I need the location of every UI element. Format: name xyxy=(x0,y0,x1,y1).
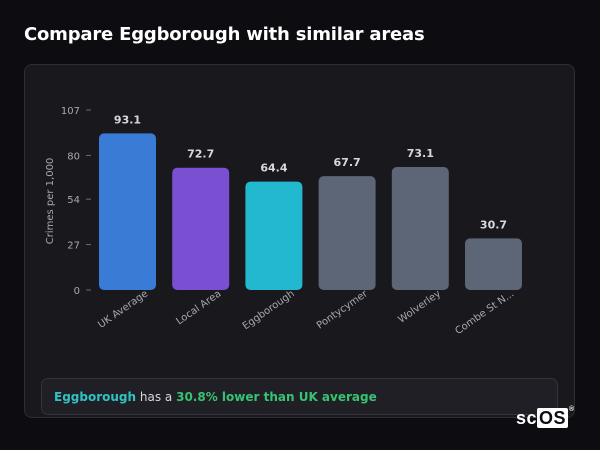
bar[interactable] xyxy=(318,176,376,290)
bar[interactable] xyxy=(172,167,230,290)
bar[interactable] xyxy=(391,167,449,290)
scos-logo: sc OS ® xyxy=(516,406,575,429)
x-tick-label: Combe St N... xyxy=(453,288,516,337)
value-labels: 93.1 72.7 64.4 67.7 73.1 30.7 xyxy=(114,113,507,231)
y-axis-label: Crimes per 1,000 xyxy=(45,158,56,245)
bar[interactable] xyxy=(99,133,156,290)
callout-text: has a xyxy=(139,390,173,404)
x-tick-label: UK Average xyxy=(96,288,150,330)
bar-value-label: 64.4 xyxy=(260,162,287,175)
x-tick-label: Local Area xyxy=(174,288,223,327)
bars xyxy=(99,133,522,290)
y-tick-label: 107 xyxy=(61,106,80,117)
x-tick-label: Eggborough xyxy=(241,288,297,332)
bar-value-label: 73.1 xyxy=(407,147,434,160)
y-tick-label: 0 xyxy=(74,286,80,297)
x-axis-labels: UK Average Local Area Eggborough Pontycymer… xyxy=(96,288,516,337)
callout-area-name: Eggborough xyxy=(54,390,137,404)
y-tick-label: 80 xyxy=(67,151,80,162)
logo-registered: ® xyxy=(569,406,575,413)
y-tick-label: 54 xyxy=(67,195,80,206)
bar-value-label: 67.7 xyxy=(334,156,361,169)
bar-value-label: 93.1 xyxy=(114,113,141,126)
logo-prefix: sc xyxy=(516,408,538,428)
x-tick-label: Pontycymer xyxy=(315,288,371,332)
y-axis: 107 80 54 27 0 xyxy=(61,106,91,297)
x-tick-label: Wolverley xyxy=(396,288,443,325)
y-tick-label: 27 xyxy=(67,241,80,252)
page-title: Compare Eggborough with similar areas xyxy=(24,24,425,45)
callout-stat: 30.8% lower than UK average xyxy=(176,390,377,404)
bar[interactable] xyxy=(245,181,303,290)
logo-box: OS xyxy=(537,408,569,428)
bar-value-label: 72.7 xyxy=(187,148,214,161)
comparison-callout: Eggborough has a 30.8% lower than UK ave… xyxy=(41,378,558,415)
bar-value-label: 30.7 xyxy=(480,218,507,231)
bar[interactable] xyxy=(465,238,522,290)
